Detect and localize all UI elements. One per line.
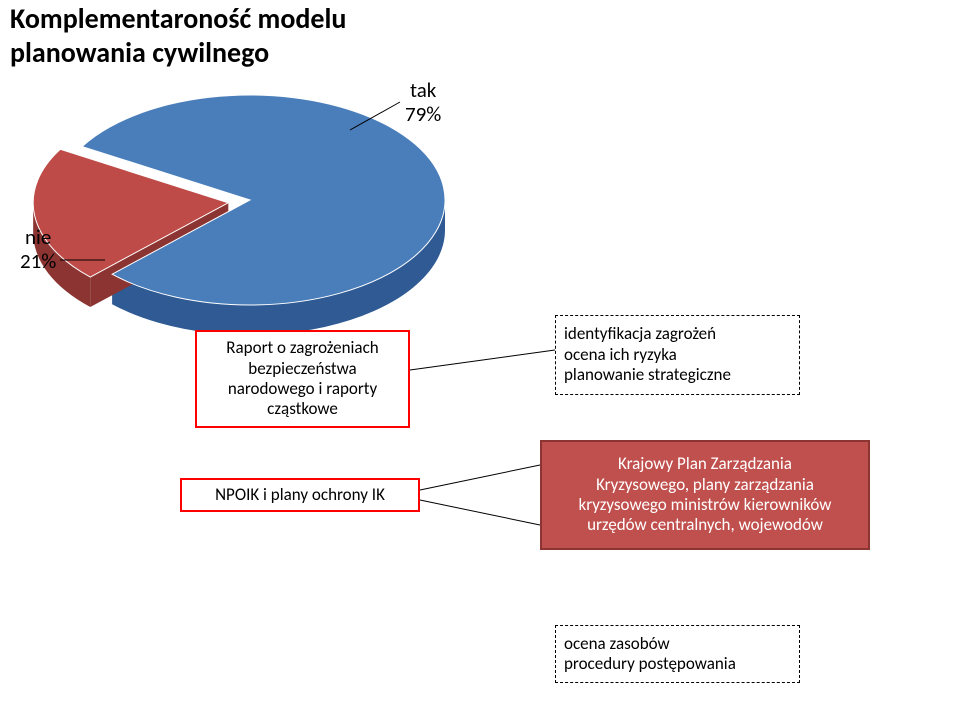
page-title: Komplementaroność modelu planowania cywi… (10, 2, 346, 69)
box-krajowy-plan: Krajowy Plan ZarządzaniaKryzysowego, pla… (540, 440, 870, 550)
pie-label-nie: nie 21% (20, 225, 56, 273)
box-krajowy-text: Krajowy Plan ZarządzaniaKryzysowego, pla… (579, 454, 832, 536)
box-ident-text: identyfikacja zagrożeńocena ich ryzykapl… (564, 324, 731, 385)
box-npoik-text: NPOIK i plany ochrony IK (215, 485, 385, 505)
box-raport: Raport o zagrożeniachbezpieczeństwanarod… (195, 330, 410, 428)
pie-label-tak: tak 79% (405, 78, 441, 126)
box-npoik: NPOIK i plany ochrony IK (180, 478, 420, 512)
title-line2: planowania cywilnego (10, 35, 269, 70)
box-ocena: ocena zasobówprocedury postępowania (555, 625, 800, 683)
box-ocena-text: ocena zasobówprocedury postępowania (564, 634, 736, 675)
pie-chart (0, 0, 960, 701)
box-identyfikacja: identyfikacja zagrożeńocena ich ryzykapl… (555, 315, 800, 395)
title-line1: Komplementaroność modelu (10, 1, 346, 36)
box-raport-text: Raport o zagrożeniachbezpieczeństwanarod… (226, 338, 378, 420)
